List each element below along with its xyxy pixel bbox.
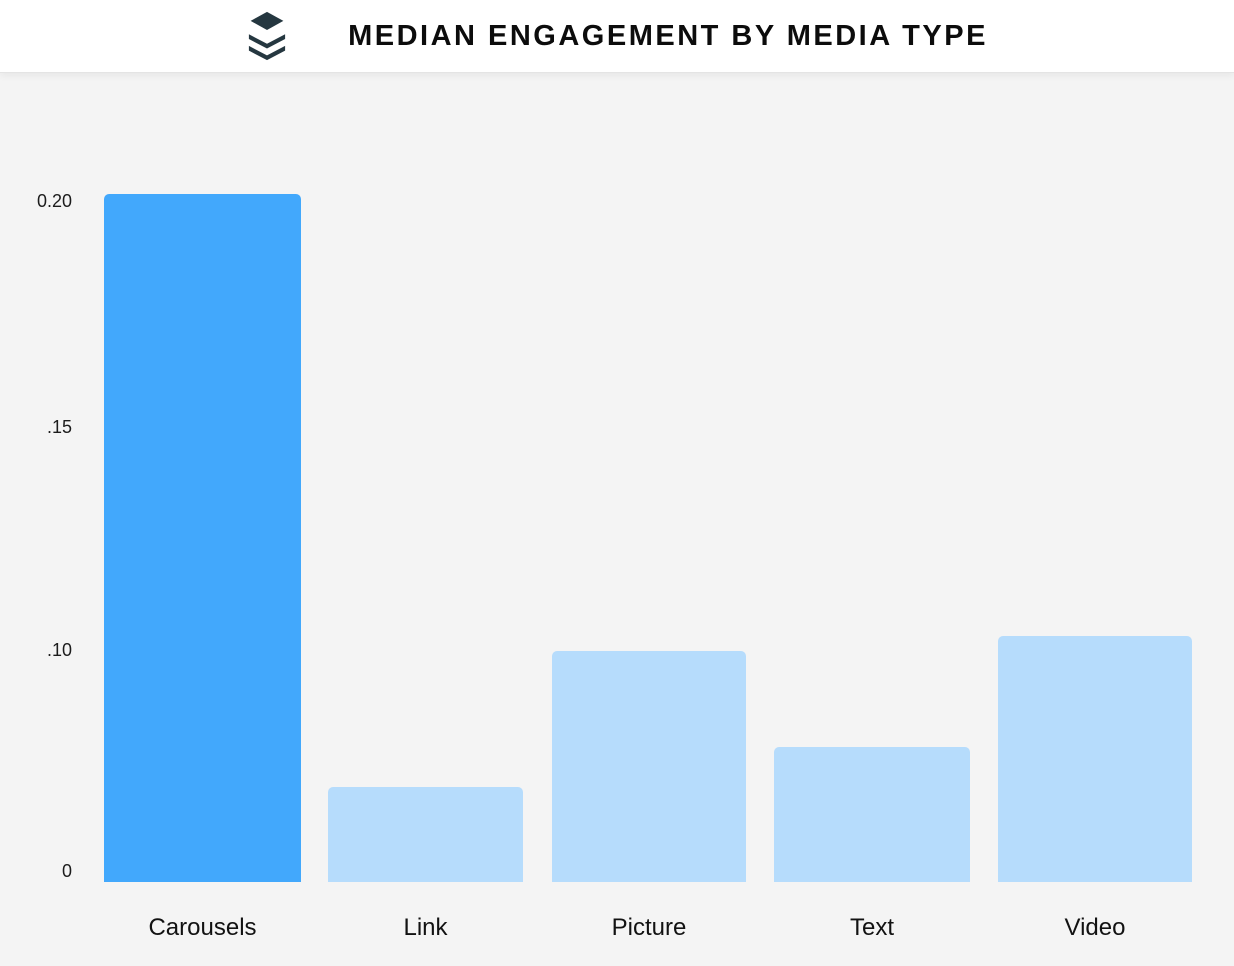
bar-link bbox=[328, 787, 523, 882]
page-title: MEDIAN ENGAGEMENT BY MEDIA TYPE bbox=[348, 19, 988, 52]
y-tick-label-3: 0 bbox=[61, 861, 72, 881]
x-label-link: Link bbox=[403, 914, 448, 941]
x-label-text: Text bbox=[849, 914, 895, 941]
y-tick-label-0: 0.20 bbox=[36, 191, 72, 211]
bar-text bbox=[774, 747, 970, 882]
bar-picture bbox=[552, 651, 746, 882]
y-tick-label-1: .15 bbox=[46, 417, 72, 437]
header-bar: MEDIAN ENGAGEMENT BY MEDIA TYPE bbox=[0, 0, 1234, 73]
bar-video bbox=[998, 636, 1192, 882]
x-label-carousels: Carousels bbox=[148, 914, 257, 941]
x-label-picture: Picture bbox=[611, 914, 687, 941]
y-tick-label-2: .10 bbox=[46, 640, 72, 660]
bar-carousels bbox=[104, 194, 301, 882]
buffer-logo-icon bbox=[248, 11, 286, 61]
x-label-video: Video bbox=[1064, 914, 1126, 941]
